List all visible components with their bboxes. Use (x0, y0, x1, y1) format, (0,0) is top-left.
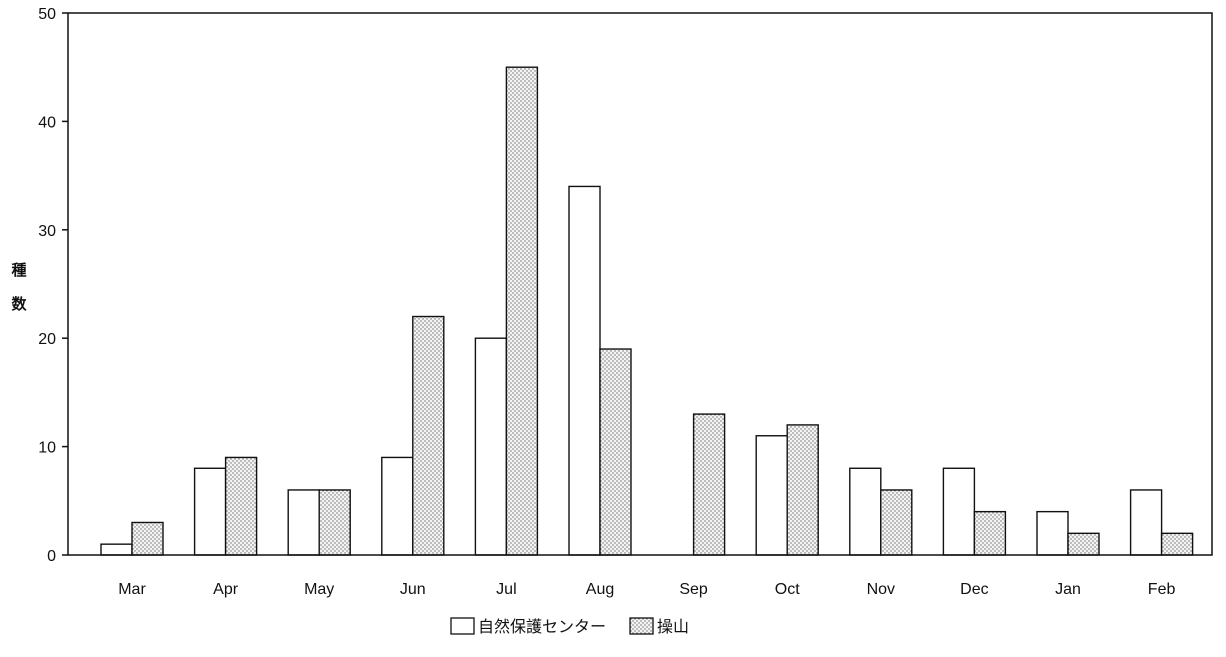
bar-oct-series-1 (755, 435, 788, 556)
bar-may-series-1 (287, 489, 320, 556)
axes: 0 10 20 30 40 50 Mar Apr May Jun Jul Aug Sep Oct Nov De… (38, 6, 1213, 598)
x-tick-label-sep: Sep (679, 581, 708, 598)
bar-jul-series-2 (505, 66, 539, 556)
bar-dec-series-2 (973, 510, 1007, 556)
legend-label-series-1: 自然保護センター (478, 617, 606, 636)
legend: 自然保護センター 操山 (450, 617, 689, 636)
x-tick-label-jan: Jan (1055, 581, 1081, 598)
bar-dec-series-1 (942, 467, 976, 556)
y-tick-label: 50 (38, 6, 56, 23)
bar-jan-series-2 (1067, 532, 1100, 556)
legend-swatch-series-1 (450, 617, 475, 635)
bar-feb-series-2 (1160, 532, 1194, 556)
bar-nov-series-2 (880, 489, 913, 556)
x-tick-label-dec: Dec (960, 581, 988, 598)
y-tick-label: 10 (38, 440, 56, 457)
y-tick-label: 0 (47, 548, 56, 565)
bar-may-series-2 (318, 489, 351, 556)
x-tick-label-jun: Jun (400, 581, 426, 598)
y-axis-label-char: 数 (11, 295, 27, 313)
y-tick-label: 40 (38, 114, 56, 131)
bar-jun-series-1 (381, 456, 414, 556)
legend-label-series-2: 操山 (657, 617, 689, 636)
y-axis-label: 種数 (11, 261, 27, 313)
x-tick-label-nov: Nov (867, 581, 895, 598)
x-tick-label-feb: Feb (1148, 581, 1176, 598)
legend-swatch-series-2 (629, 617, 654, 635)
bar-apr-series-1 (193, 467, 227, 556)
x-tick-label-may: May (304, 581, 334, 598)
bar-jun-series-2 (412, 315, 445, 556)
y-tick-label: 30 (38, 223, 56, 240)
bar-apr-series-2 (224, 456, 258, 556)
bar-oct-series-2 (786, 424, 819, 556)
bar-mar-series-1 (100, 543, 133, 556)
y-tick-label: 20 (38, 331, 56, 348)
x-tick-label-mar: Mar (118, 581, 146, 598)
bar-mar-series-2 (131, 521, 164, 556)
bar-feb-series-1 (1129, 489, 1163, 556)
x-tick-label-oct: Oct (775, 581, 800, 598)
y-axis-label-char: 種 (11, 261, 26, 279)
x-tick-label-apr: Apr (213, 581, 239, 598)
bar-jul-series-1 (474, 337, 508, 556)
bar-aug-series-1 (568, 185, 601, 556)
x-tick-label-jul: Jul (496, 581, 516, 598)
x-tick-label-aug: Aug (586, 581, 614, 598)
bar-nov-series-1 (849, 467, 882, 556)
bars (100, 66, 1194, 556)
bar-sep-series-2 (692, 413, 726, 556)
bar-aug-series-2 (599, 348, 632, 556)
plot-frame (67, 12, 1213, 556)
bar-jan-series-1 (1036, 510, 1069, 556)
